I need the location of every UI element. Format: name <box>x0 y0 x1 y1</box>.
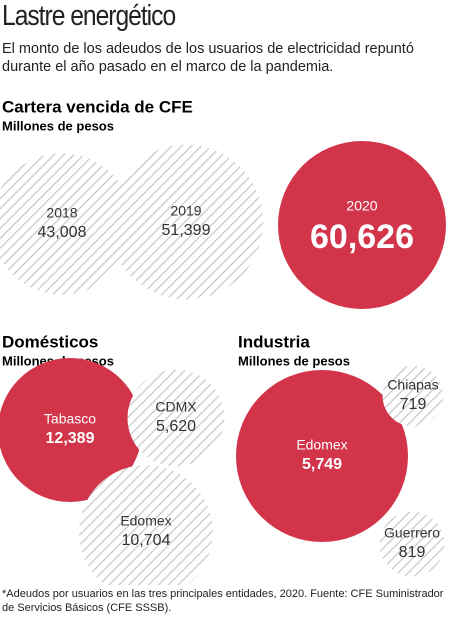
bubble <box>127 369 225 467</box>
bubble <box>278 141 446 309</box>
bubble <box>0 153 133 295</box>
bubble-label: 2020 <box>346 198 377 214</box>
bubble-value: 719 <box>400 396 427 413</box>
bubble-label: Tabasco <box>44 411 96 427</box>
chart-subtitle: Millones de pesos <box>238 353 350 368</box>
bubble-label: 2018 <box>46 205 77 221</box>
bubble-value: 819 <box>399 544 426 561</box>
bubble-label: Edomex <box>120 513 171 529</box>
bubble-value: 43,008 <box>38 224 87 241</box>
bubble-label: 2019 <box>170 203 201 219</box>
bubble <box>108 144 264 300</box>
chart-title: Domésticos <box>2 332 98 351</box>
bubble-value: 10,704 <box>122 532 171 549</box>
bubble-label: Chiapas <box>387 377 438 393</box>
charts: Cartera vencida de CFE Millones de pesos 2… <box>0 97 446 585</box>
bubble-value: 12,389 <box>46 430 95 447</box>
chart-subtitle: Millones de pesos <box>2 118 114 133</box>
bubble <box>79 465 213 585</box>
bubble-value: 51,399 <box>162 222 211 239</box>
footnote: *Adeudos por usuarios en las tres princi… <box>2 588 444 614</box>
bubble-label: Guerrero <box>384 525 440 541</box>
bubble <box>382 365 444 427</box>
bubble-label: CDMX <box>155 399 197 415</box>
bubble <box>236 370 408 542</box>
bubble <box>379 511 445 577</box>
bubble-label: Edomex <box>296 437 347 453</box>
chart-title: Cartera vencida de CFE <box>2 97 193 116</box>
page-title: Lastre energético <box>2 0 176 32</box>
bubble-value: 60,626 <box>310 218 414 256</box>
bubble-value: 5,620 <box>156 418 196 435</box>
bubble <box>0 358 142 502</box>
page-subtitle: El monto de los adeudos de los usuarios … <box>2 41 414 75</box>
chart-title: Industria <box>238 332 310 351</box>
bubble-value: 5,749 <box>302 456 342 473</box>
